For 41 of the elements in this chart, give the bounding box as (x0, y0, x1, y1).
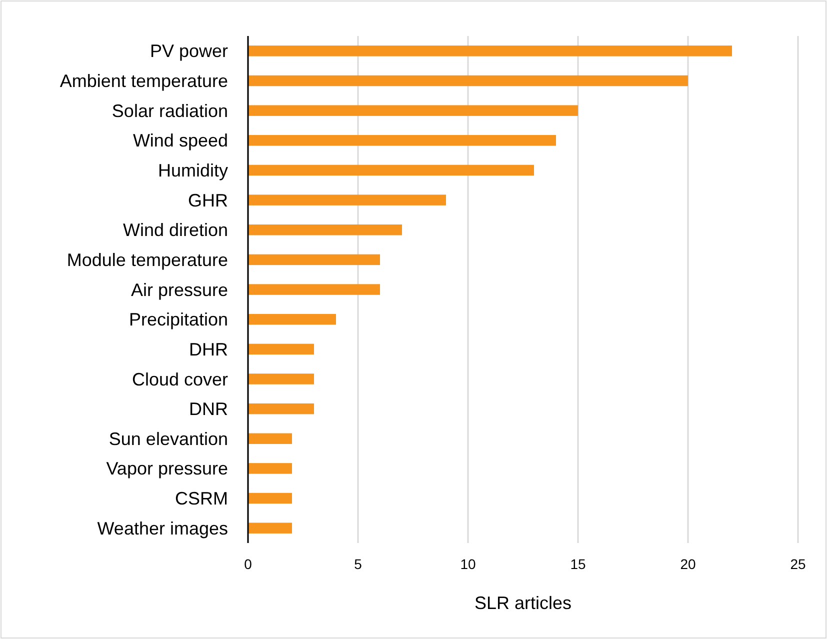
x-tick-label: 15 (570, 556, 586, 572)
bar (248, 492, 292, 504)
bar (248, 105, 578, 116)
bar (248, 135, 556, 146)
bar (248, 374, 314, 384)
bar (248, 224, 402, 236)
y-tick-label: CSRM (175, 488, 228, 509)
y-tick-label: Solar radiation (112, 100, 228, 121)
bar (248, 254, 380, 266)
y-tick-label: Ambient temperature (60, 71, 228, 92)
bar (248, 194, 446, 206)
y-tick-label: DHR (189, 339, 228, 360)
bar (248, 522, 292, 534)
bar (248, 75, 688, 86)
bar (248, 46, 732, 56)
y-tick-label: Vapor pressure (106, 458, 228, 479)
bar (248, 284, 380, 295)
x-tick-label: 25 (790, 556, 806, 572)
bar (248, 314, 336, 325)
y-tick-label: Module temperature (66, 250, 228, 270)
x-tick-label: 10 (460, 556, 476, 572)
y-tick-label: DNR (189, 399, 228, 420)
y-tick-label: Air pressure (130, 280, 228, 300)
bar (248, 463, 292, 474)
y-tick-label: Cloud cover (132, 369, 228, 390)
x-axis-title: SLR articles (474, 593, 572, 613)
y-tick-label: Wind diretion (122, 220, 228, 240)
x-tick-label: 20 (680, 556, 696, 572)
bar (248, 164, 534, 176)
x-tick-label: 0 (244, 556, 252, 572)
y-tick-label: GHR (188, 190, 228, 210)
bar (248, 344, 314, 355)
y-tick-label: Weather images (97, 518, 228, 538)
bar (248, 403, 314, 414)
y-tick-label: Sun elevantion (108, 428, 228, 449)
y-tick-label: Precipitation (128, 310, 228, 330)
y-tick-label: Wind speed (132, 130, 228, 151)
x-tick-label: 5 (354, 556, 362, 572)
y-tick-label: Humidity (158, 160, 228, 181)
y-tick-label: PV power (150, 41, 228, 62)
bar (248, 433, 292, 444)
